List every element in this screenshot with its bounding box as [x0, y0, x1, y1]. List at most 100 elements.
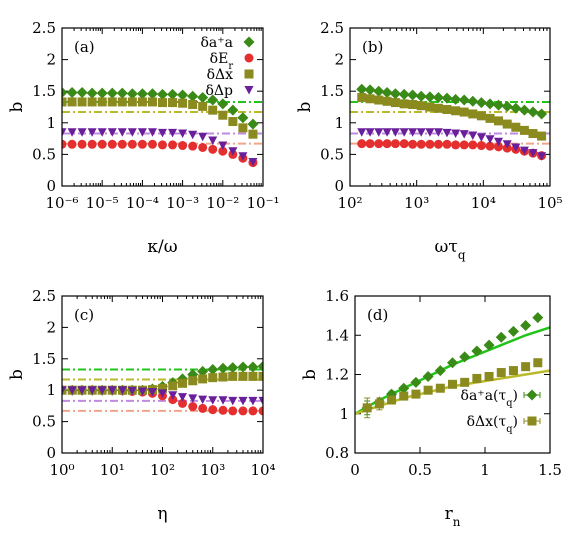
data-point [237, 361, 249, 373]
data-point [227, 362, 239, 374]
data-point [157, 128, 167, 138]
data-point [188, 99, 198, 109]
y-tick-label: 1.5 [320, 82, 344, 100]
data-point [198, 132, 208, 142]
y-tick-label: 2.5 [32, 19, 56, 37]
data-point [519, 146, 529, 156]
series-1 [62, 86, 259, 130]
data-point [475, 97, 487, 109]
data-point [258, 406, 263, 416]
y-tick-label: 0 [334, 177, 344, 195]
data-point [147, 388, 157, 397]
data-point [67, 139, 77, 149]
data-point [208, 136, 218, 145]
data-point [536, 108, 548, 120]
data-point [238, 371, 248, 381]
data-point [218, 396, 228, 405]
data-point [373, 85, 385, 97]
data-point [117, 97, 127, 107]
data-point [137, 139, 147, 149]
data-point [208, 373, 218, 383]
x-tick-label: 10⁻⁵ [86, 194, 119, 212]
legend-label: δa⁺a(τq) [461, 388, 518, 409]
data-point [494, 142, 504, 152]
data-point [434, 365, 446, 377]
data-point [127, 386, 137, 396]
data-point [485, 135, 495, 144]
data-point [537, 152, 547, 161]
panel-label: (c) [74, 306, 94, 324]
y-tick-label: 0.5 [32, 145, 56, 163]
data-point [218, 141, 228, 151]
data-point [218, 146, 228, 156]
y-tick-label: 1.5 [32, 350, 56, 368]
data-point [389, 88, 401, 100]
data-point [258, 396, 263, 406]
data-point [398, 382, 410, 394]
data-point [248, 129, 258, 139]
data-point [218, 372, 228, 382]
data-point [374, 139, 384, 149]
data-point [459, 140, 469, 150]
y-axis-label: b [295, 101, 315, 112]
data-point [228, 406, 238, 416]
data-point [238, 152, 248, 161]
data-point [198, 374, 208, 384]
legend-marker [527, 416, 537, 426]
y-tick-label: 1.4 [325, 326, 349, 344]
data-point [247, 118, 259, 130]
data-point [228, 147, 238, 156]
data-point [62, 86, 68, 98]
series-4 [62, 386, 263, 406]
data-point [62, 386, 67, 395]
data-point [432, 92, 444, 104]
data-point [138, 387, 148, 396]
data-point [410, 376, 422, 388]
data-point [390, 139, 400, 149]
y-tick-label: 1.6 [325, 287, 349, 305]
data-point [117, 128, 127, 137]
x-tick-label: 10⁻⁶ [45, 194, 78, 212]
data-point [168, 128, 178, 138]
data-point [510, 102, 522, 114]
data-point [422, 370, 434, 382]
data-point [424, 91, 436, 103]
y-tick-label: 2 [46, 51, 56, 69]
y-tick-label: 1 [46, 114, 56, 132]
data-point [472, 373, 482, 383]
x-tick-label: 0.5 [408, 461, 432, 479]
x-tick-label: 10⁻¹ [246, 194, 279, 212]
data-point [218, 110, 228, 120]
data-point [450, 93, 462, 105]
data-point [158, 389, 167, 398]
legend-marker [244, 53, 254, 63]
data-point [77, 386, 87, 395]
data-point [527, 106, 539, 118]
data-point [198, 403, 208, 413]
y-tick-label: 1 [46, 381, 56, 399]
data-point [238, 396, 248, 406]
data-point [147, 139, 157, 149]
data-point [399, 99, 409, 109]
data-point [511, 143, 521, 152]
data-point [528, 149, 538, 158]
x-tick-label: 10⁰ [49, 461, 74, 479]
data-point [387, 395, 397, 405]
x-axis-label: ωτq [435, 237, 466, 262]
data-point [62, 139, 67, 149]
data-point [228, 117, 238, 127]
data-point [137, 97, 147, 107]
data-point [501, 100, 513, 112]
data-point [356, 83, 368, 95]
data-point [187, 90, 199, 102]
axes-frame [349, 27, 551, 187]
data-point [364, 84, 376, 96]
data-point [467, 95, 479, 107]
y-axis-label: b [300, 369, 320, 380]
x-axis-label: rn [445, 504, 461, 529]
data-point [483, 339, 495, 351]
data-point [197, 92, 209, 104]
data-point [197, 365, 209, 377]
fit-curve [355, 369, 550, 415]
data-point [248, 157, 258, 167]
